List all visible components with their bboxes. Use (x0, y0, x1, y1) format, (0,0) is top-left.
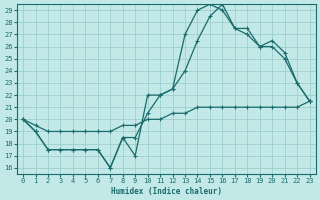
X-axis label: Humidex (Indice chaleur): Humidex (Indice chaleur) (111, 187, 222, 196)
